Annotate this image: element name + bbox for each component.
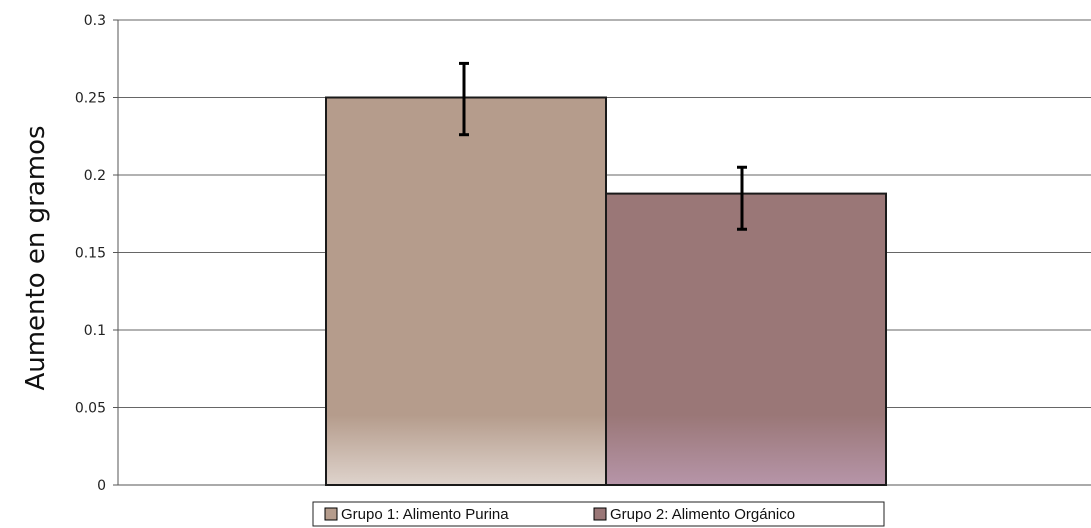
legend-label-grupo-1: Grupo 1: Alimento Purina	[341, 506, 509, 523]
error-bar-grupo-2	[737, 165, 747, 231]
y-tick-label: 0.25	[75, 91, 106, 107]
bar-grupo-2-shading	[607, 415, 885, 484]
y-tick-label: 0	[97, 478, 106, 494]
error-bar-grupo-1	[459, 61, 469, 137]
y-axis-ticks: 0 0.05 0.1 0.15 0.2 0.25 0.3	[75, 13, 118, 494]
bars	[325, 96, 887, 486]
y-tick-label: 0.15	[75, 246, 106, 262]
legend-swatch-grupo-1	[324, 507, 338, 521]
error-bars	[459, 61, 747, 231]
legend-swatch-grupo-2	[593, 507, 607, 521]
legend-label-grupo-2: Grupo 2: Alimento Orgánico	[610, 506, 795, 523]
legend: Grupo 1: Alimento Purina Grupo 2: Alimen…	[312, 501, 885, 527]
y-tick-label: 0.05	[75, 401, 106, 417]
y-tick-label: 0.3	[84, 13, 106, 29]
bar-grupo-1-shading	[327, 415, 605, 484]
y-axis-title: Aumento en gramos	[21, 125, 51, 390]
y-tick-label: 0.1	[84, 323, 106, 339]
y-tick-label: 0.2	[84, 168, 106, 184]
